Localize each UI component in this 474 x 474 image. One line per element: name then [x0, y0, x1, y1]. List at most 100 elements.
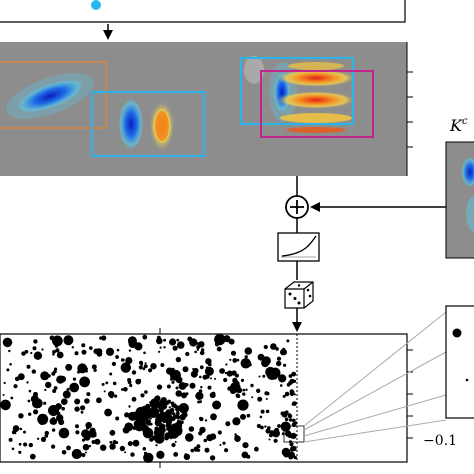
- spike-dot: [140, 393, 145, 398]
- spike-dot: [18, 413, 24, 419]
- spike-dot: [80, 405, 86, 411]
- spike-dot: [203, 438, 208, 443]
- spike-dot: [93, 368, 97, 372]
- raster-tick-label: −0.1: [423, 433, 457, 449]
- spike-dot: [6, 368, 10, 372]
- spike-dot: [53, 369, 57, 374]
- spike-dot: [289, 454, 294, 459]
- spike-dot: [150, 363, 157, 370]
- circled-plus-icon: [285, 195, 309, 219]
- spike-dot: [143, 364, 148, 369]
- spike-dot: [245, 388, 248, 391]
- spike-dot: [10, 396, 14, 400]
- spike-dot: [287, 413, 292, 417]
- spike-dot: [293, 418, 296, 421]
- spike-dot: [81, 349, 87, 355]
- spike-dot: [214, 377, 216, 380]
- spike-dot: [33, 339, 38, 344]
- spike-dot: [225, 421, 231, 427]
- spike-dot: [156, 384, 163, 390]
- spike-dot: [103, 390, 106, 393]
- spike-dot: [160, 413, 166, 419]
- spike-dot: [79, 376, 90, 388]
- spike-dot: [211, 391, 216, 396]
- spike-dot: [158, 401, 167, 410]
- spike-dot: [188, 426, 195, 432]
- spike-dot: [290, 381, 294, 384]
- spike-dot: [61, 406, 65, 411]
- spike-dot: [138, 378, 141, 382]
- spike-dot: [109, 372, 113, 376]
- spike-dot: [84, 398, 90, 404]
- spike-dot: [274, 430, 279, 435]
- spike-dot: [129, 383, 133, 388]
- spike-dot: [128, 411, 138, 421]
- spike-dot: [94, 438, 101, 445]
- spike-dot: [65, 363, 73, 371]
- spike-dot: [160, 363, 165, 367]
- spike-dot: [174, 403, 177, 406]
- spike-dot: [61, 450, 67, 455]
- spike-dot: [157, 433, 160, 436]
- spike-dot: [48, 405, 59, 416]
- spike-dot: [72, 377, 77, 381]
- spike-dot: [214, 342, 220, 347]
- spike-dot: [9, 363, 12, 366]
- spike-dot: [75, 424, 79, 429]
- spike-dot: [96, 397, 102, 404]
- spike-dot: [63, 335, 74, 346]
- spike-dot: [2, 337, 13, 348]
- spike-dot: [199, 350, 205, 356]
- spike-dot: [236, 358, 240, 362]
- spike-dot: [209, 433, 217, 440]
- spike-dot: [105, 381, 109, 385]
- zoom-region: [283, 425, 305, 443]
- spike-dot: [64, 393, 69, 398]
- spike-dot: [85, 421, 92, 429]
- feature-map: [0, 42, 413, 176]
- spike-dot: [171, 367, 175, 371]
- spike-dot: [182, 366, 189, 373]
- spike-dot: [291, 434, 295, 437]
- spike-dot: [128, 405, 131, 408]
- spike-dot: [101, 335, 107, 341]
- spike-dot: [237, 399, 249, 411]
- spike-dot: [192, 367, 199, 374]
- spike-dot: [170, 401, 174, 406]
- spike-dot: [257, 396, 263, 402]
- spike-dot: [268, 438, 271, 441]
- spike-dot: [89, 346, 93, 350]
- spike-dot: [161, 424, 165, 428]
- spike-dot: [273, 438, 278, 443]
- spike-dot: [29, 453, 36, 460]
- spike-dot: [258, 375, 261, 378]
- spike-dot: [58, 427, 70, 439]
- spike-dot: [228, 338, 235, 345]
- spike-dot: [185, 392, 189, 396]
- spike-dot: [280, 348, 287, 356]
- spike-dot: [28, 389, 32, 393]
- spike-dot: [166, 384, 171, 389]
- spike-dot: [185, 433, 194, 442]
- spike-dot: [52, 350, 56, 354]
- spike-dot: [132, 439, 140, 447]
- spike-dot: [127, 378, 132, 382]
- input-dot: [91, 0, 101, 10]
- spike-dot: [244, 347, 253, 355]
- spike-dot: [208, 362, 212, 367]
- cyan-box-2: [240, 57, 354, 125]
- spike-dot: [52, 353, 55, 356]
- spike-dot: [18, 450, 22, 454]
- spike-dot: [101, 382, 105, 386]
- spike-dot: [41, 348, 44, 351]
- spike-dot: [121, 388, 124, 391]
- spike-dot: [130, 452, 135, 457]
- spike-dot: [125, 388, 128, 391]
- spike-dot: [23, 442, 28, 447]
- spike-dot: [284, 391, 290, 397]
- spike-dot: [256, 423, 261, 429]
- spike-dot: [241, 451, 249, 459]
- spike-dot: [263, 344, 268, 350]
- spike-dot: [53, 386, 58, 390]
- spike-dot: [268, 433, 273, 438]
